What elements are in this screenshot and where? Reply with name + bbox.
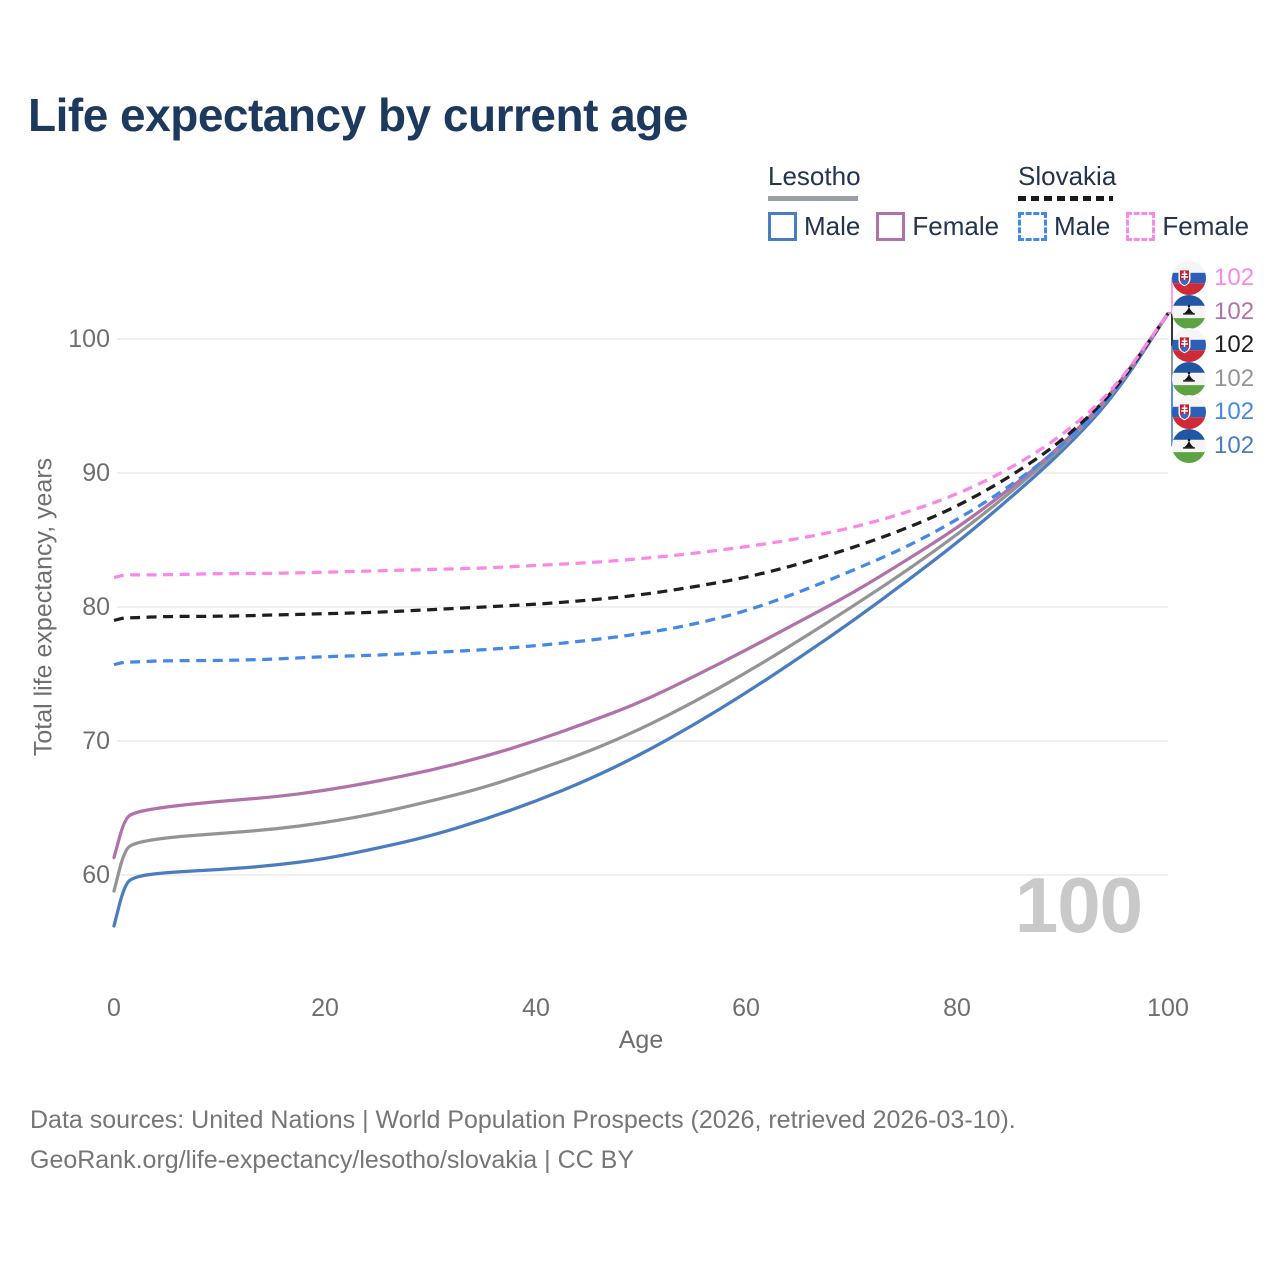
legend-label-lesotho-male: Male	[804, 211, 861, 241]
legend-label-slovakia-male: Male	[1054, 211, 1111, 241]
x-tick-20: 20	[311, 994, 339, 1022]
page-title: Life expectancy by current age	[28, 89, 688, 141]
legend-group-lesotho: Lesotho Male Female	[768, 161, 1015, 242]
series-line-lesotho-male	[112, 311, 1170, 928]
legend-item-lesotho-male[interactable]: Male	[768, 211, 860, 242]
y-tick-70: 70	[82, 727, 110, 755]
end-value-lesotho-male: 102	[1214, 431, 1255, 459]
y-tick-80: 80	[82, 593, 110, 621]
series-line-slovakia-male	[113, 312, 1170, 667]
data-source-note: Data sources: United Nations | World Pop…	[30, 1106, 1016, 1134]
legend-country-lesotho: Lesotho	[768, 161, 861, 191]
legend-linestyle-slovakia-dashed	[1018, 196, 1113, 201]
series-line-slovakia-female	[113, 312, 1170, 580]
legend-group-slovakia: Slovakia Male Female	[1018, 161, 1265, 242]
age-counter-watermark: 100	[1014, 861, 1143, 949]
y-tick-90: 90	[82, 459, 110, 487]
legend-item-lesotho-female[interactable]: Female	[876, 211, 999, 242]
end-label-row-slovakia-total: 102	[1172, 328, 1254, 362]
legend-country-slovakia: Slovakia	[1018, 161, 1117, 191]
legend-linestyle-lesotho-solid	[768, 196, 858, 201]
slovakia-flag-icon	[1172, 395, 1206, 429]
series-line-slovakia-total	[113, 312, 1170, 622]
legend-item-slovakia-male[interactable]: Male	[1018, 211, 1110, 242]
y-tick-100: 100	[68, 325, 110, 353]
legend-swatch-lesotho-female	[876, 212, 906, 241]
y-axis-title: Total life expectancy, years	[29, 457, 58, 757]
end-value-slovakia-total: 102	[1214, 331, 1255, 358]
x-tick-80: 80	[943, 994, 971, 1022]
end-label-row-lesotho-male: 102	[1172, 429, 1254, 463]
legend-swatch-slovakia-male	[1018, 212, 1047, 241]
legend-swatch-lesotho-male	[768, 212, 797, 241]
legend-label-slovakia-female: Female	[1162, 211, 1250, 241]
end-label-row-lesotho-total: 102	[1172, 362, 1254, 396]
lesotho-flag-icon	[1172, 429, 1206, 463]
end-value-slovakia-female: 102	[1214, 264, 1255, 291]
end-value-slovakia-male: 102	[1214, 398, 1255, 425]
x-tick-40: 40	[522, 994, 550, 1022]
end-value-lesotho-total: 102	[1214, 364, 1255, 392]
slovakia-flag-icon	[1172, 328, 1206, 362]
end-label-row-slovakia-male: 102	[1172, 395, 1254, 429]
x-tick-0: 0	[107, 994, 121, 1022]
x-axis-title: Age	[618, 1026, 664, 1054]
legend-label-lesotho-female: Female	[912, 211, 1000, 241]
lesotho-flag-icon	[1172, 295, 1206, 329]
end-label-row-lesotho-female: 102	[1172, 295, 1254, 329]
x-tick-100: 100	[1147, 994, 1189, 1022]
lesotho-flag-icon	[1172, 362, 1206, 396]
end-value-lesotho-female: 102	[1214, 297, 1255, 325]
end-label-row-slovakia-female: 102	[1172, 261, 1254, 295]
series-line-lesotho-total	[112, 311, 1170, 893]
slovakia-flag-icon	[1172, 261, 1206, 295]
legend-item-slovakia-female[interactable]: Female	[1126, 211, 1249, 242]
series-line-lesotho-female	[112, 311, 1170, 860]
legend-swatch-slovakia-female	[1126, 212, 1156, 241]
attribution-note: GeoRank.org/life-expectancy/lesotho/slov…	[30, 1146, 635, 1174]
y-tick-60: 60	[82, 861, 110, 889]
x-tick-60: 60	[732, 994, 760, 1022]
